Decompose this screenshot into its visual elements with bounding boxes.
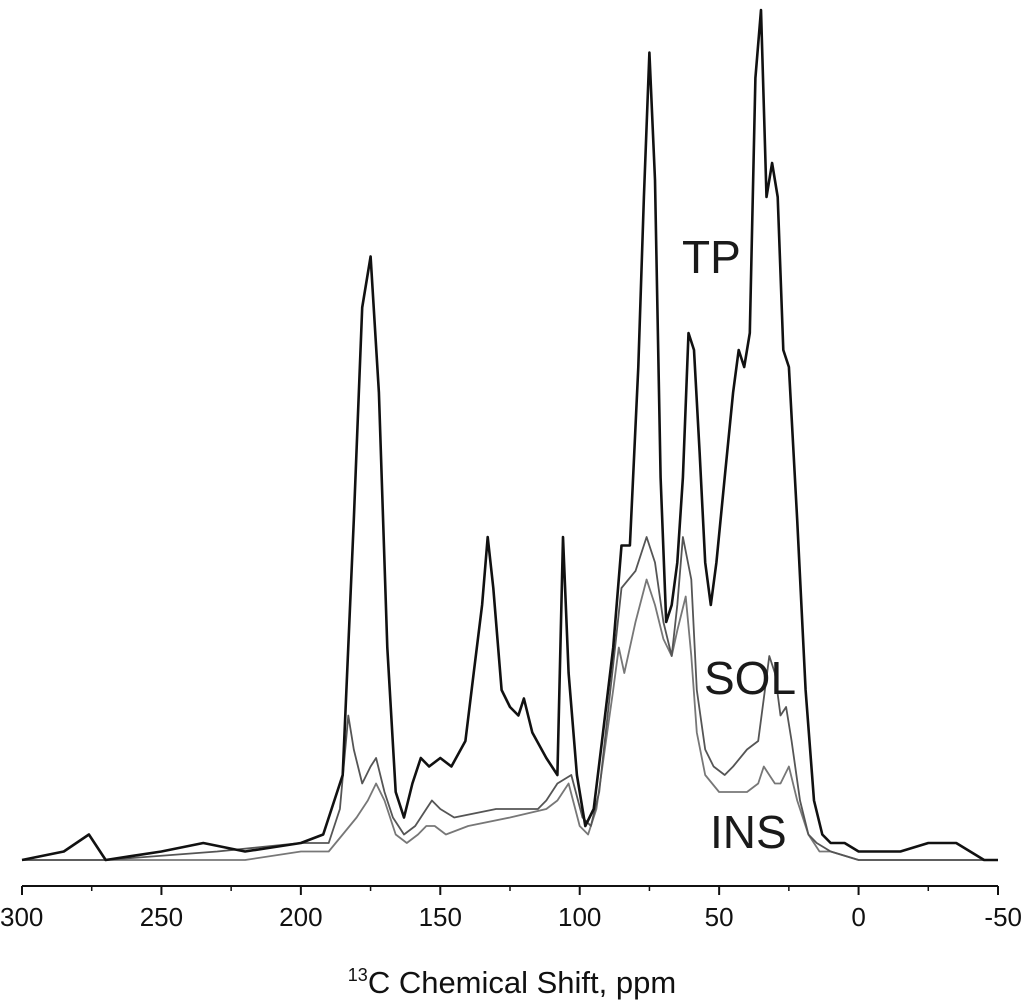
series-line-sol [22, 536, 998, 861]
series-line-tp [21, 8, 998, 862]
x-tick-label: 300 [0, 902, 43, 932]
x-axis-label-superscript: 13 [348, 965, 368, 985]
series-label-tp: TP [682, 231, 741, 283]
x-tick-label: 150 [419, 902, 462, 932]
x-tick-label: 200 [279, 902, 322, 932]
x-axis-label-text: C Chemical Shift, ppm [368, 965, 676, 1000]
series-label-ins: INS [710, 806, 787, 858]
x-tick-label: 50 [705, 902, 734, 932]
series-layer [21, 8, 998, 862]
x-tick-label: 100 [558, 902, 601, 932]
x-tick-label: 0 [851, 902, 865, 932]
x-tick-label: -50 [984, 902, 1022, 932]
series-label-sol: SOL [704, 652, 796, 704]
x-axis-label: 13C Chemical Shift, ppm [348, 965, 676, 1000]
x-tick-label: 250 [140, 902, 183, 932]
series-line-ins [22, 578, 998, 861]
x-axis-ticks: 300 250 200 150 100 50 0 -50 [0, 886, 1022, 932]
